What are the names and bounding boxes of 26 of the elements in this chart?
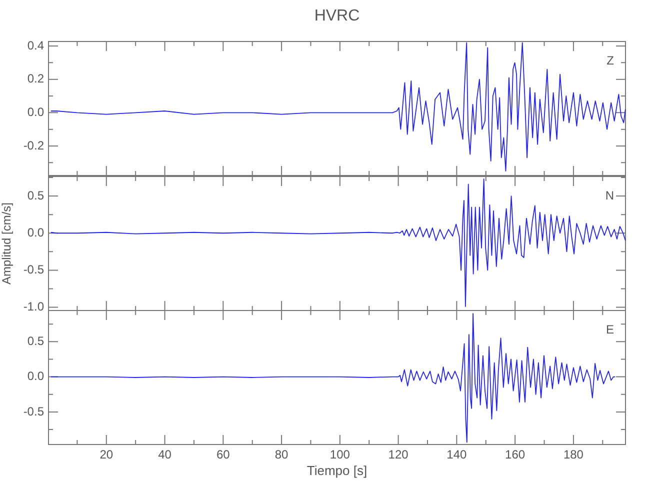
y-tick-label: 0.0	[27, 225, 44, 240]
series-label: N	[605, 188, 614, 202]
y-tick-label: -0.5	[23, 262, 44, 276]
y-tick-label: -0.2	[23, 138, 44, 152]
y-tick-label: 0.2	[27, 72, 44, 86]
y-tick-label: 0.0	[27, 369, 44, 384]
x-tick-label: 40	[158, 448, 172, 462]
text: E	[606, 322, 614, 337]
y-tick-label: 0.4	[27, 38, 44, 52]
y-tick-label: -1.0	[23, 299, 44, 314]
x-tick-label: 60	[216, 448, 230, 462]
chart-title: HVRC	[314, 7, 360, 24]
x-tick-label: 140	[446, 448, 468, 462]
x-tick-label: 160	[505, 448, 526, 462]
y-tick-label: 0.5	[27, 188, 44, 202]
y-tick-label: 0.0	[27, 104, 44, 119]
y-tick-label: -0.5	[23, 404, 44, 419]
x-tick-label: 180	[563, 448, 584, 462]
x-tick-label: 80	[274, 448, 289, 462]
text: Z	[606, 53, 614, 68]
x-tick-label: 20	[100, 448, 114, 462]
x-tick-label: 120	[388, 448, 409, 462]
y-tick-label: 0.5	[27, 334, 44, 348]
y-axis-title: Amplitud [cm/s]	[0, 202, 14, 284]
x-axis-title: Tiempo [s]	[306, 463, 368, 478]
x-tick-label: 100	[330, 448, 350, 462]
